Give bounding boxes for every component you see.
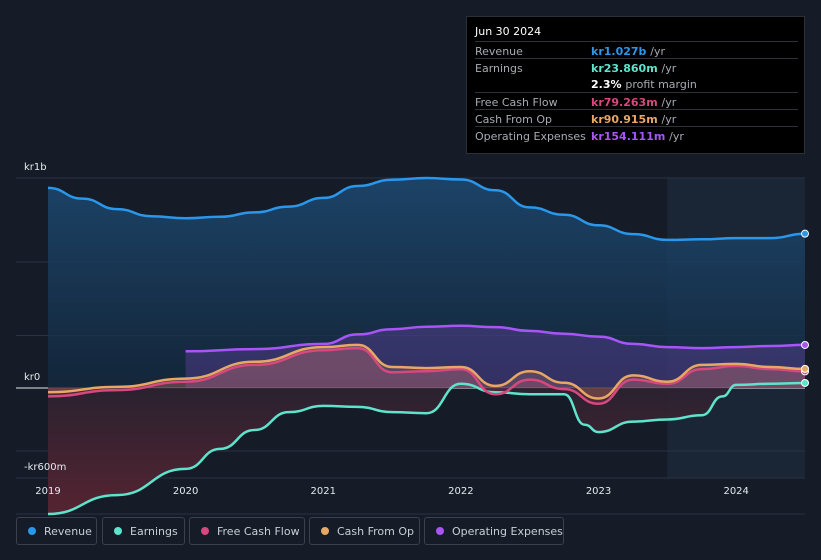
legend-label: Earnings <box>130 524 178 538</box>
cash-from-op-endpoint <box>801 364 809 373</box>
revenue-endpoint <box>801 229 809 238</box>
tooltip-value: 2.3% profit margin <box>591 78 697 91</box>
tooltip-value: kr23.860m /yr <box>591 62 677 75</box>
x-tick-label: 2019 <box>35 486 60 497</box>
legend-label: Revenue <box>44 524 92 538</box>
tooltip-row-revenue: Revenue kr1.027b /yr <box>475 41 798 59</box>
earnings-area <box>48 383 805 514</box>
tooltip-row-earnings: Earnings kr23.860m /yr <box>475 58 798 76</box>
tooltip-date: Jun 30 2024 <box>475 25 542 38</box>
operating-expenses-area <box>185 325 806 388</box>
free-cash-flow-dot-icon <box>201 527 209 535</box>
tooltip-label: Earnings <box>475 62 523 75</box>
earnings-endpoint <box>801 378 809 387</box>
cash-from-op-dot-icon <box>321 527 329 535</box>
tooltip-value: kr154.111m /yr <box>591 130 684 143</box>
y-tick-label: kr0 <box>24 372 40 383</box>
x-tick-label: 2022 <box>448 486 473 497</box>
operating-expenses-endpoint <box>801 340 809 349</box>
y-axis-ticks: kr1b kr0 -kr600m <box>24 162 66 473</box>
earnings-dot-icon <box>114 527 122 535</box>
y-tick-label: kr1b <box>24 162 47 173</box>
x-axis-ticks: 2019 2020 2021 2022 2023 2024 <box>35 486 749 497</box>
x-tick-label: 2021 <box>311 486 336 497</box>
legend-label: Cash From Op <box>337 524 415 538</box>
tooltip-label: Operating Expenses <box>475 130 586 143</box>
tooltip-row-profit-margin: 2.3% profit margin <box>475 75 798 92</box>
legend-item-operating-expenses[interactable]: Operating Expenses <box>424 517 564 545</box>
tooltip-label: Free Cash Flow <box>475 96 558 109</box>
tooltip-row-free-cash-flow: Free Cash Flow kr79.263m /yr <box>475 92 798 110</box>
tooltip-label: Cash From Op <box>475 113 553 126</box>
tooltip-value: kr90.915m /yr <box>591 113 677 126</box>
revenue-line <box>47 176 806 242</box>
operating-expenses-line <box>185 324 806 353</box>
tooltip-value: kr1.027b /yr <box>591 45 666 58</box>
revenue-dot-icon <box>28 527 36 535</box>
legend-label: Free Cash Flow <box>217 524 300 538</box>
operating-expenses-dot-icon <box>436 527 444 535</box>
series-endpoints <box>801 229 809 387</box>
legend-item-earnings[interactable]: Earnings <box>102 517 185 545</box>
y-tick-label: -kr600m <box>24 462 66 473</box>
tooltip-row-cash-from-op: Cash From Op kr90.915m /yr <box>475 109 798 127</box>
tooltip-label: Revenue <box>475 45 523 58</box>
x-tick-label: 2023 <box>586 486 611 497</box>
legend-item-free-cash-flow[interactable]: Free Cash Flow <box>189 517 305 545</box>
free-cash-flow-line <box>47 346 806 406</box>
tooltip-value: kr79.263m /yr <box>591 96 677 109</box>
tooltip: Jun 30 2024 Revenue kr1.027b /yr Earning… <box>466 16 805 154</box>
series-lines <box>47 176 806 516</box>
legend-label: Operating Expenses <box>452 524 563 538</box>
cash-from-op-line <box>47 343 806 400</box>
tooltip-row-operating-expenses: Operating Expenses kr154.111m /yr <box>475 126 798 144</box>
x-tick-label: 2020 <box>173 486 198 497</box>
x-tick-label: 2024 <box>723 486 748 497</box>
legend-item-revenue[interactable]: Revenue <box>16 517 97 545</box>
legend-item-cash-from-op[interactable]: Cash From Op <box>309 517 420 545</box>
